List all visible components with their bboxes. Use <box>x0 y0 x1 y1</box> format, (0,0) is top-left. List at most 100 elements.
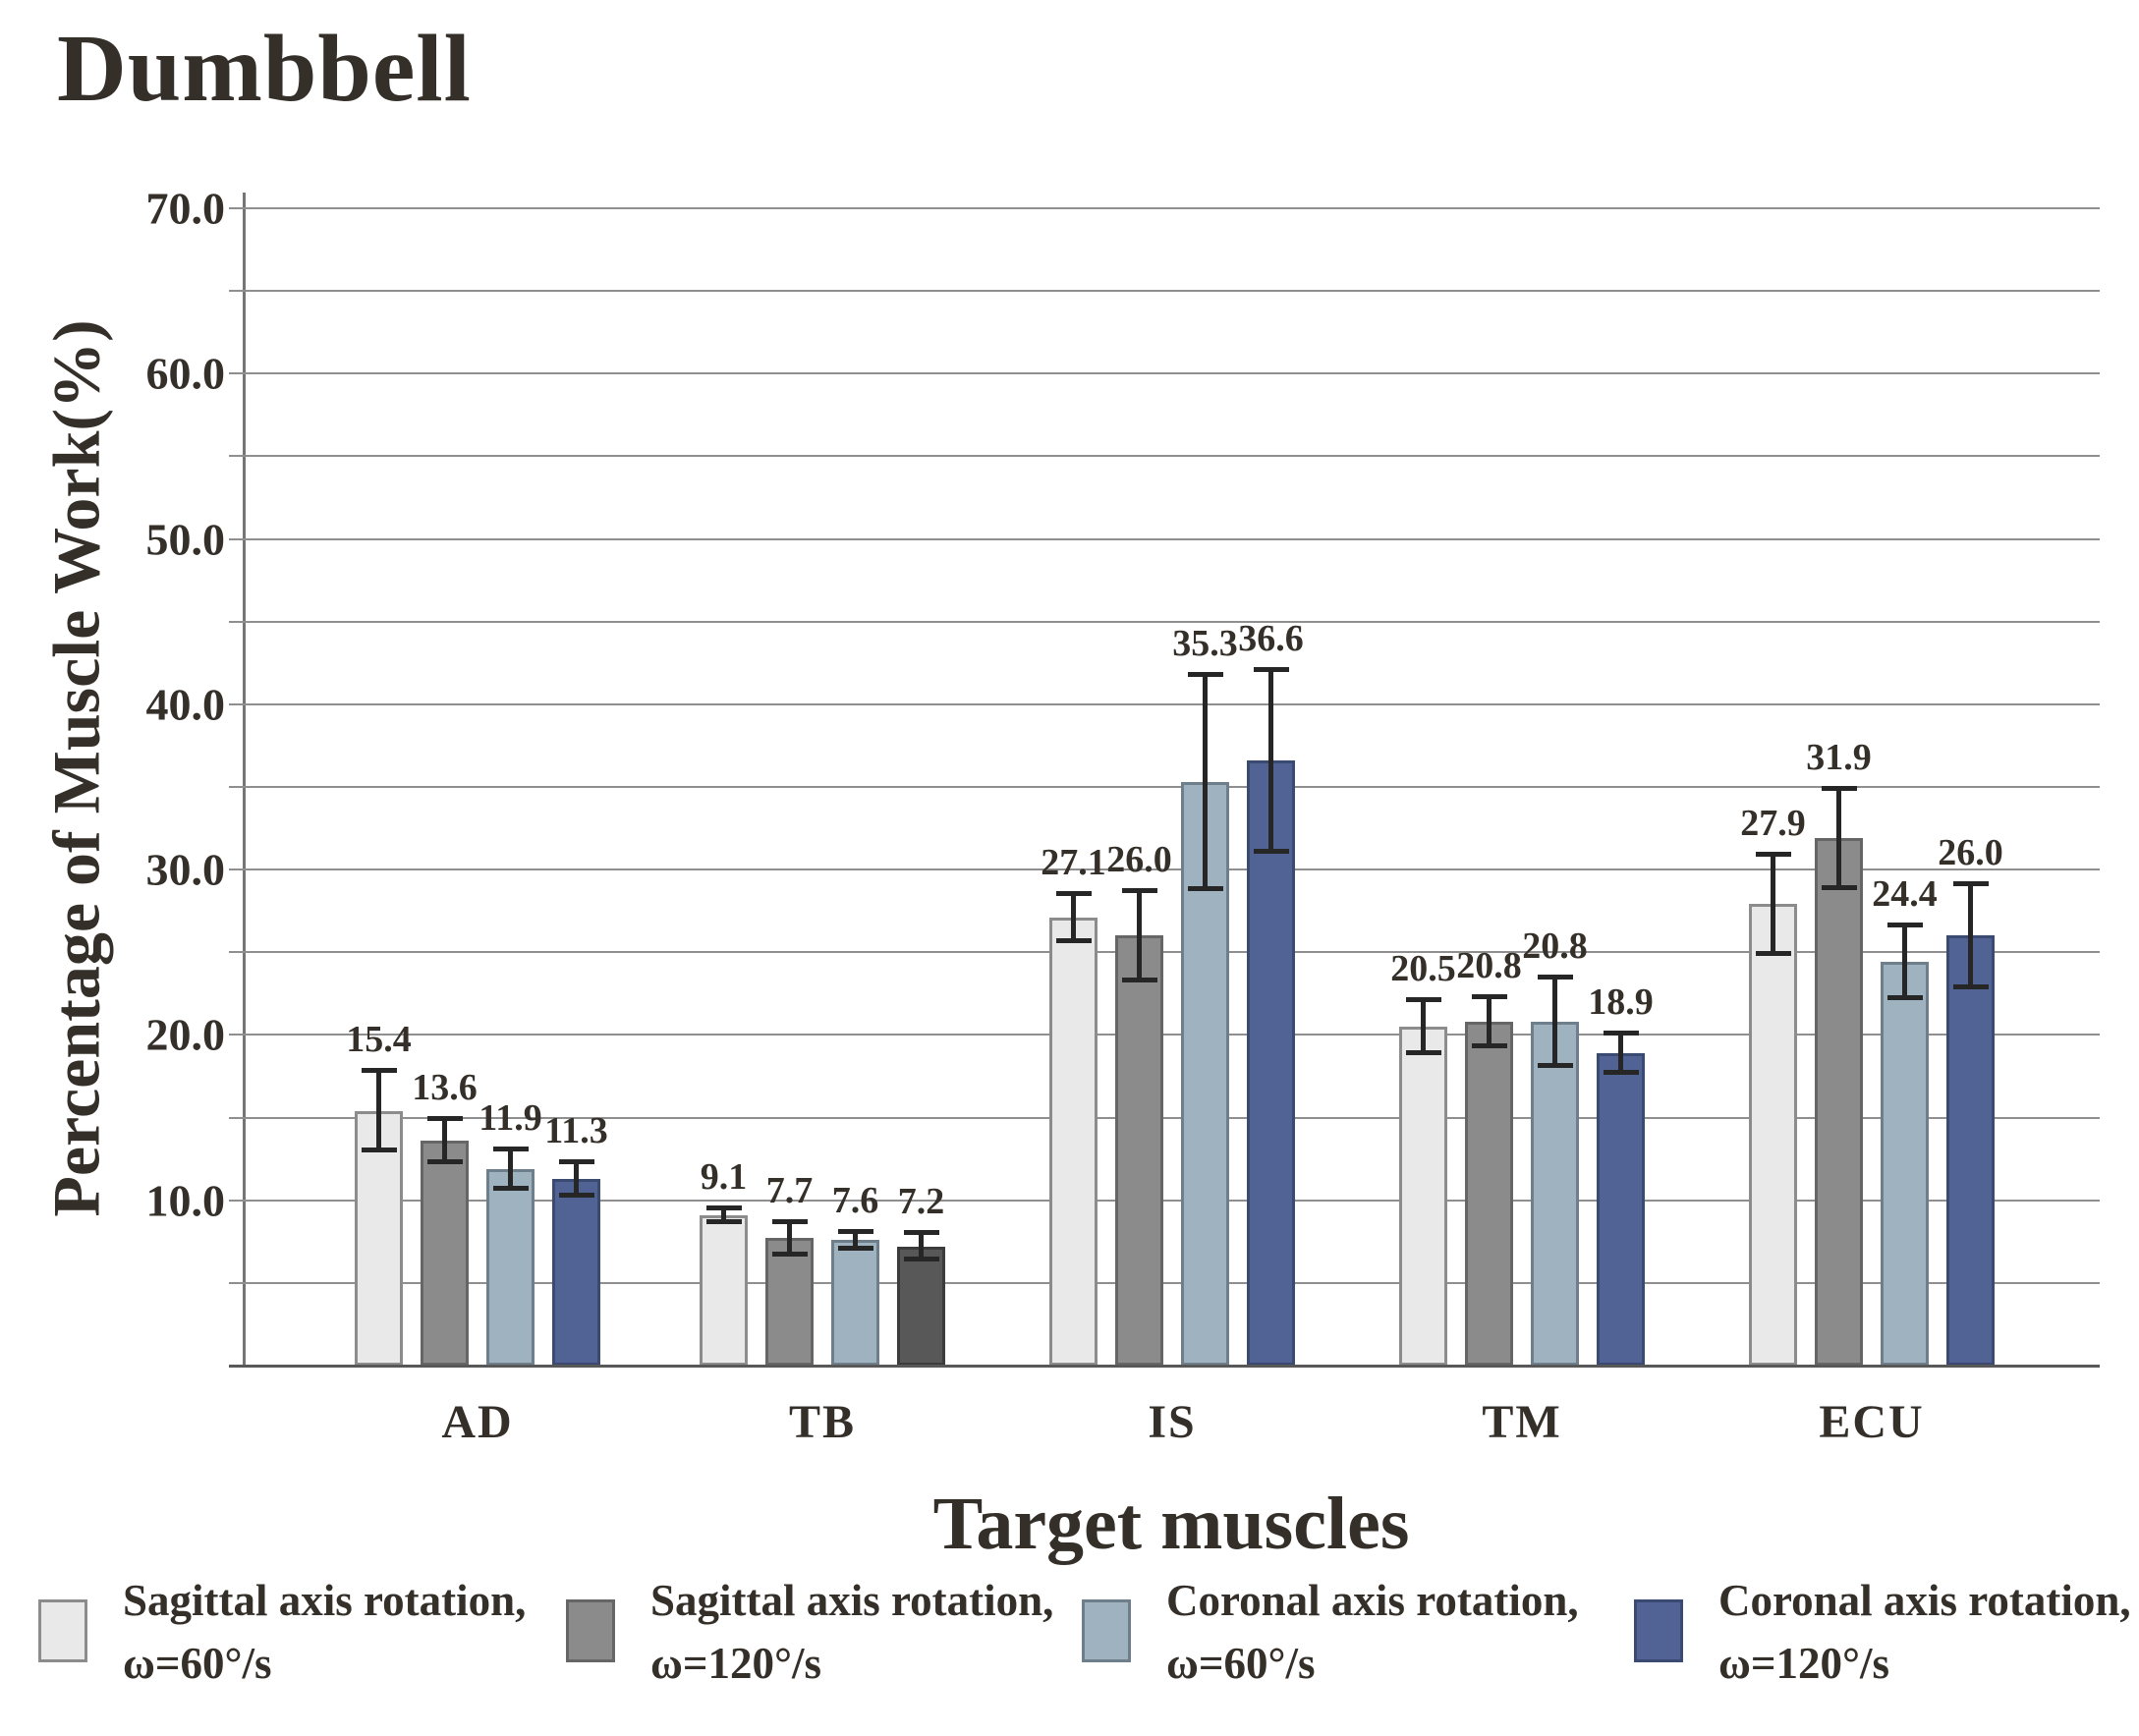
gridline <box>229 1281 2100 1284</box>
error-bar-cap <box>1121 888 1157 894</box>
error-bar-cap <box>492 1146 529 1151</box>
error-bar-cap <box>1603 1070 1639 1076</box>
value-label: 13.6 <box>412 1067 478 1109</box>
bar <box>421 1141 469 1366</box>
bar <box>1946 935 1995 1366</box>
gridline <box>229 702 2100 705</box>
error-bar-cap <box>1755 950 1791 956</box>
bar <box>1247 760 1295 1366</box>
bar <box>1399 1027 1447 1366</box>
y-axis-line <box>243 193 246 1366</box>
plot-area: 10.0 20.0 30.0 40.0 50.0 60.0 70.0 15.4 13.6 11.9… <box>146 184 2100 1448</box>
error-bar <box>721 1208 726 1222</box>
error-bar <box>1421 1000 1426 1053</box>
error-bar-cap <box>1471 1043 1507 1049</box>
error-bar <box>1836 788 1841 888</box>
error-bar-cap <box>426 1116 463 1122</box>
error-bar-cap <box>1055 891 1092 897</box>
error-bar-cap <box>1537 1063 1573 1069</box>
y-tick-label: 50.0 <box>145 514 226 565</box>
error-bar-cap <box>1886 995 1923 1001</box>
legend-label-line1: Sagittal axis rotation, <box>123 1576 527 1625</box>
error-bar-cap <box>837 1245 873 1251</box>
error-bar-cap <box>1405 1049 1441 1055</box>
legend-label-line1: Coronal axis rotation, <box>1718 1576 2131 1625</box>
value-label: 26.0 <box>1106 839 1172 881</box>
bar <box>1465 1021 1513 1366</box>
gridline <box>229 1034 2100 1036</box>
error-bar-cap <box>771 1252 808 1258</box>
legend-label-line2: ω=120°/s <box>650 1638 822 1688</box>
legend-label: Sagittal axis rotation, ω=60°/s <box>123 1570 526 1696</box>
legend-label-line1: Coronal axis rotation, <box>1166 1576 1579 1625</box>
x-category-label: ECU <box>1819 1396 1925 1448</box>
legend: Sagittal axis rotation, ω=60°/s Sagittal a… <box>0 1570 2139 1736</box>
gridline <box>229 537 2100 540</box>
error-bar <box>1071 894 1076 941</box>
gridline <box>229 620 2100 623</box>
gridline <box>229 372 2100 375</box>
legend-label-line2: ω=60°/s <box>123 1638 272 1688</box>
error-bar-cap <box>558 1159 594 1165</box>
value-label: 7.7 <box>765 1169 814 1211</box>
x-category-label: TM <box>1482 1396 1562 1448</box>
bar <box>552 1178 600 1366</box>
error-bar-cap <box>558 1192 594 1198</box>
value-label: 35.3 <box>1172 622 1238 664</box>
error-bar-cap <box>705 1218 742 1224</box>
error-bar <box>787 1221 792 1256</box>
y-tick-label: 20.0 <box>145 1009 226 1060</box>
legend-label-line2: ω=120°/s <box>1718 1638 1890 1688</box>
error-bar <box>1968 884 1973 987</box>
bar <box>765 1238 814 1366</box>
legend-label: Sagittal axis rotation, ω=120°/s <box>650 1570 1053 1696</box>
error-bar-cap <box>903 1257 939 1262</box>
error-bar <box>376 1071 381 1151</box>
error-bar-cap <box>1055 937 1092 943</box>
value-label: 7.2 <box>897 1181 945 1223</box>
x-axis-title: Target muscles <box>932 1483 1410 1565</box>
y-tick-label: 70.0 <box>145 183 226 234</box>
error-bar-cap <box>1755 852 1791 857</box>
value-label: 15.4 <box>346 1019 412 1061</box>
value-label: 20.8 <box>1456 944 1522 986</box>
gridline <box>229 1199 2100 1202</box>
error-bar-cap <box>1405 997 1441 1003</box>
error-bar <box>442 1119 447 1163</box>
bar <box>700 1214 748 1366</box>
bar <box>1815 838 1863 1366</box>
error-bar <box>1552 977 1557 1067</box>
bar <box>831 1240 879 1366</box>
gridline <box>229 207 2100 209</box>
error-bar <box>574 1162 579 1196</box>
y-axis-title: Percentage of Muscle Work(%) <box>38 319 114 1217</box>
error-bar-cap <box>1187 671 1223 677</box>
legend-swatch <box>1634 1599 1683 1662</box>
legend-item: Sagittal axis rotation, ω=60°/s <box>38 1570 526 1696</box>
gridline <box>229 868 2100 871</box>
error-bar-cap <box>1952 881 1989 887</box>
value-label: 26.0 <box>1938 832 2003 874</box>
legend-label: Coronal axis rotation, ω=120°/s <box>1718 1570 2131 1696</box>
bar <box>486 1168 535 1366</box>
error-bar-cap <box>1253 666 1289 672</box>
x-axis-line <box>229 1365 2100 1368</box>
error-bar-cap <box>705 1205 742 1211</box>
error-bar <box>1618 1033 1623 1074</box>
error-bar <box>1137 891 1142 980</box>
value-label: 31.9 <box>1806 736 1872 778</box>
error-bar-cap <box>1537 974 1573 980</box>
error-bar-cap <box>1253 848 1289 854</box>
error-bar-cap <box>1821 884 1857 890</box>
error-bar-cap <box>837 1228 873 1234</box>
error-bar-cap <box>361 1068 397 1074</box>
error-bar-cap <box>492 1185 529 1191</box>
legend-label: Coronal axis rotation, ω=60°/s <box>1166 1570 1579 1696</box>
error-bar <box>508 1148 513 1189</box>
error-bar-cap <box>1821 785 1857 791</box>
value-label: 9.1 <box>700 1156 748 1199</box>
error-bar <box>1203 674 1208 890</box>
bar <box>1881 962 1929 1366</box>
y-tick-label: 60.0 <box>145 348 226 399</box>
